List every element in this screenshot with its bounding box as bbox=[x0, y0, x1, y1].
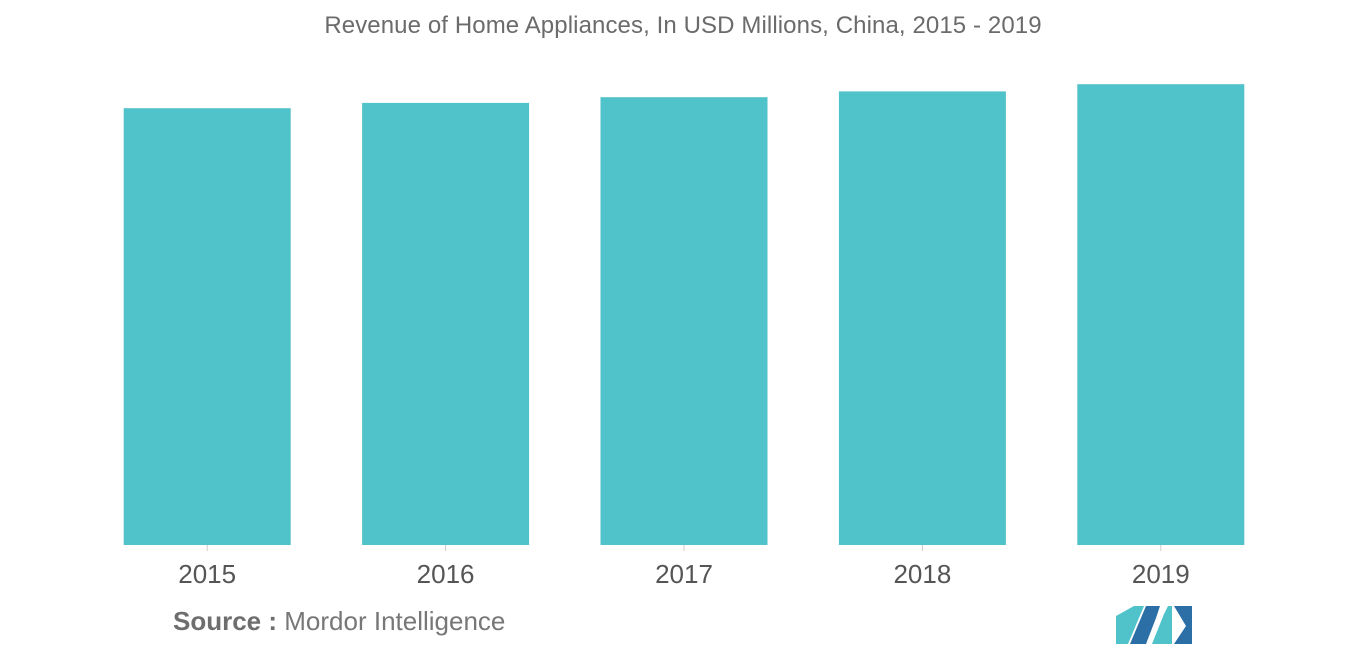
x-tick-label-2015: 2015 bbox=[178, 559, 236, 589]
bar-2018 bbox=[838, 91, 1006, 546]
logo-far-right-shape bbox=[1174, 606, 1192, 644]
logo-left-shape bbox=[1116, 606, 1144, 644]
x-tick-label-2017: 2017 bbox=[655, 559, 713, 589]
bars-group bbox=[123, 84, 1245, 546]
mordor-intelligence-logo-icon bbox=[1116, 606, 1192, 649]
source-label: Source : bbox=[173, 606, 278, 636]
bar-2016 bbox=[362, 102, 530, 546]
bar-2015 bbox=[123, 108, 291, 545]
source-text: Mordor Intelligence bbox=[284, 606, 506, 636]
bar-2017 bbox=[600, 97, 768, 545]
x-axis-tick-labels: 2015 2016 2017 2018 2019 bbox=[178, 559, 1189, 589]
chart-title: Revenue of Home Appliances, In USD Milli… bbox=[324, 12, 1042, 39]
x-tick-label-2016: 2016 bbox=[417, 559, 475, 589]
x-tick-label-2019: 2019 bbox=[1132, 559, 1190, 589]
logo-middle-shape bbox=[1130, 606, 1160, 644]
x-axis-ticks bbox=[206, 545, 1162, 551]
logo-right-shape bbox=[1152, 606, 1172, 644]
bar-2019 bbox=[1077, 84, 1245, 545]
x-tick-label-2018: 2018 bbox=[893, 559, 951, 589]
bar-chart: 2015 2016 2017 2018 2019 bbox=[123, 84, 1245, 589]
source-note: Source : Mordor Intelligence bbox=[173, 606, 505, 637]
